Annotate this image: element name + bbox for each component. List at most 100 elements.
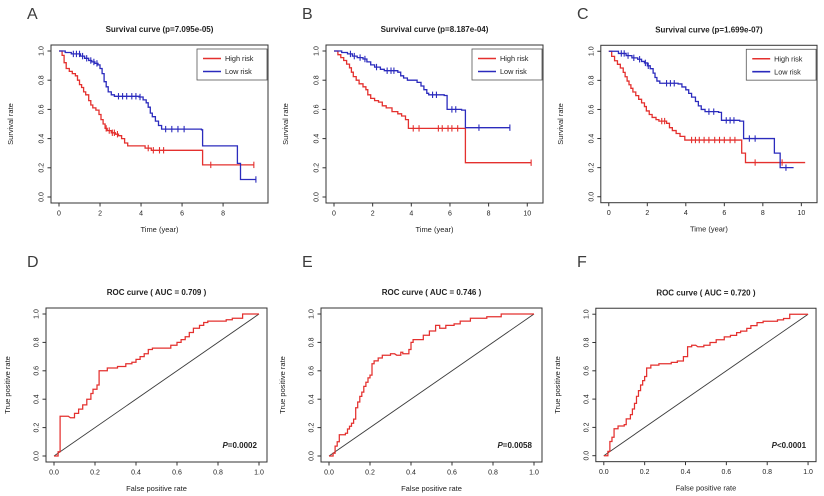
survival-chart-c: 0 2 4 6 8 10 0.0 0.2 0.4 0.6 0.8 1.0 Survival curve … (556, 25, 818, 234)
svg-text:0.8: 0.8 (213, 470, 223, 477)
svg-text:0.2: 0.2 (34, 423, 41, 433)
svg-text:10: 10 (523, 211, 531, 218)
svg-text:1.0: 1.0 (803, 469, 813, 476)
svg-text:0.0: 0.0 (588, 192, 595, 202)
svg-text:6: 6 (180, 211, 184, 218)
svg-text:0.2: 0.2 (309, 423, 316, 433)
svg-text:P<0.0001: P<0.0001 (772, 441, 807, 450)
panel-d-label: D (27, 254, 40, 271)
svg-text:0.6: 0.6 (34, 366, 41, 376)
svg-text:0.6: 0.6 (39, 104, 46, 114)
svg-text:0.4: 0.4 (681, 469, 691, 476)
svg-text:False positive rate: False positive rate (676, 484, 737, 493)
roc-chart-d: 0.0 0.2 0.4 0.6 0.8 1.0 0.0 0.2 0.4 0.6 0.8 1.0 ROC … (3, 288, 268, 493)
svg-text:0.2: 0.2 (588, 163, 595, 173)
svg-text:4: 4 (139, 211, 143, 218)
panel-a: A 0 2 4 6 8 0.0 0.2 0.4 0.6 0.8 1.0 Survival curve … (0, 0, 275, 248)
svg-text:0.6: 0.6 (447, 470, 457, 477)
svg-text:0.8: 0.8 (39, 75, 46, 85)
svg-text:ROC curve ( AUC = 0.709 ): ROC curve ( AUC = 0.709 ) (107, 288, 207, 297)
svg-text:0.4: 0.4 (406, 470, 416, 477)
svg-text:True positive rate: True positive rate (278, 356, 287, 414)
svg-text:4: 4 (409, 211, 413, 218)
svg-text:0.0: 0.0 (583, 451, 590, 461)
panel-f: F 0.0 0.2 0.4 0.6 0.8 1.0 0.0 0.2 0.4 0.6 0.8 1.0 RO… (550, 248, 824, 496)
svg-text:1.0: 1.0 (314, 46, 321, 56)
svg-text:0.0: 0.0 (34, 451, 41, 461)
svg-text:True positive rate: True positive rate (3, 356, 12, 414)
svg-text:0.8: 0.8 (309, 337, 316, 347)
svg-text:Low risk: Low risk (774, 67, 801, 76)
svg-text:0.6: 0.6 (309, 366, 316, 376)
svg-text:0.4: 0.4 (309, 394, 316, 404)
svg-text:High risk: High risk (500, 54, 529, 63)
svg-text:0.0: 0.0 (324, 470, 334, 477)
svg-text:0: 0 (57, 211, 61, 218)
svg-text:0: 0 (607, 210, 611, 217)
svg-text:0.8: 0.8 (34, 337, 41, 347)
panel-e: E 0.0 0.2 0.4 0.6 0.8 1.0 0.0 0.2 0.4 0.6 0.8 1.0 RO… (275, 248, 550, 496)
svg-text:Low risk: Low risk (225, 67, 252, 76)
svg-text:0: 0 (332, 211, 336, 218)
svg-text:8: 8 (761, 210, 765, 217)
svg-text:Time (year): Time (year) (415, 225, 454, 234)
svg-text:0.6: 0.6 (314, 104, 321, 114)
svg-text:0.4: 0.4 (583, 394, 590, 404)
svg-text:High risk: High risk (225, 54, 254, 63)
survival-chart-b: 0 2 4 6 8 10 0.0 0.2 0.4 0.6 0.8 1.0 Survival curve … (281, 25, 544, 234)
svg-text:P=0.0002: P=0.0002 (222, 441, 257, 450)
svg-text:0.4: 0.4 (314, 134, 321, 144)
svg-text:False positive rate: False positive rate (401, 484, 462, 493)
svg-text:True positive rate: True positive rate (553, 356, 562, 413)
svg-text:1.0: 1.0 (309, 309, 316, 319)
svg-text:6: 6 (448, 211, 452, 218)
svg-text:0.4: 0.4 (39, 134, 46, 144)
svg-text:P=0.0058: P=0.0058 (497, 441, 532, 450)
svg-text:0.6: 0.6 (588, 104, 595, 114)
panel-d: D 0.0 0.2 0.4 0.6 0.8 1.0 0.0 0.2 0.4 0.6 0.8 1.0 RO… (0, 248, 275, 496)
svg-text:0.4: 0.4 (588, 134, 595, 144)
svg-text:0.2: 0.2 (365, 470, 375, 477)
survival-chart-a: 0 2 4 6 8 0.0 0.2 0.4 0.6 0.8 1.0 Survival curve (p… (6, 25, 269, 234)
svg-text:6: 6 (722, 210, 726, 217)
panel-f-label: F (577, 254, 588, 271)
svg-text:8: 8 (221, 211, 225, 218)
svg-text:1.0: 1.0 (583, 309, 590, 319)
svg-text:0.0: 0.0 (49, 470, 59, 477)
svg-text:4: 4 (684, 210, 688, 217)
svg-text:2: 2 (371, 211, 375, 218)
svg-text:0.4: 0.4 (34, 394, 41, 404)
svg-text:Survival rate: Survival rate (6, 103, 15, 145)
svg-text:1.0: 1.0 (254, 470, 264, 477)
svg-text:Time (year): Time (year) (690, 225, 728, 234)
svg-text:0.8: 0.8 (488, 470, 498, 477)
panel-c: C 0 2 4 6 8 10 0.0 0.2 0.4 0.6 0.8 1.0 Survival curv… (550, 0, 824, 248)
svg-text:Survival curve (p=1.699e-07): Survival curve (p=1.699e-07) (655, 25, 763, 34)
svg-text:Survival curve (p=8.187e-04): Survival curve (p=8.187e-04) (381, 25, 489, 34)
svg-text:0.8: 0.8 (762, 469, 772, 476)
panel-e-label: E (302, 254, 314, 271)
svg-text:Survival curve (p=7.095e-05): Survival curve (p=7.095e-05) (106, 25, 214, 34)
svg-text:ROC curve ( AUC = 0.746 ): ROC curve ( AUC = 0.746 ) (382, 288, 482, 297)
svg-text:0.2: 0.2 (90, 470, 100, 477)
svg-text:1.0: 1.0 (34, 309, 41, 319)
svg-text:High risk: High risk (774, 54, 803, 63)
panel-a-label: A (27, 6, 39, 23)
svg-text:Low risk: Low risk (500, 67, 527, 76)
svg-text:ROC curve ( AUC = 0.720 ): ROC curve ( AUC = 0.720 ) (656, 288, 755, 297)
svg-text:10: 10 (797, 210, 805, 217)
svg-text:False positive rate: False positive rate (126, 484, 187, 493)
svg-text:0.0: 0.0 (314, 192, 321, 202)
svg-text:Survival rate: Survival rate (556, 103, 565, 145)
svg-text:0.2: 0.2 (314, 163, 321, 173)
svg-text:0.0: 0.0 (309, 451, 316, 461)
svg-text:1.0: 1.0 (39, 46, 46, 56)
svg-text:0.4: 0.4 (131, 470, 141, 477)
svg-text:8: 8 (487, 211, 491, 218)
svg-text:0.8: 0.8 (314, 75, 321, 85)
svg-text:0.6: 0.6 (172, 470, 182, 477)
svg-text:1.0: 1.0 (529, 470, 539, 477)
svg-text:0.2: 0.2 (640, 469, 650, 476)
svg-text:0.6: 0.6 (722, 469, 732, 476)
